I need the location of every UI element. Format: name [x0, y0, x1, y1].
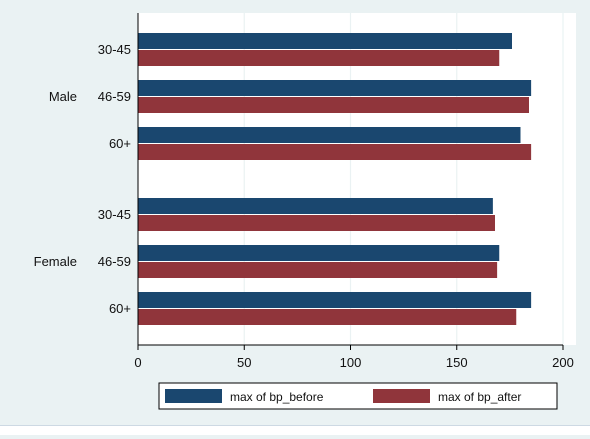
- bar-after: [138, 215, 495, 231]
- bar-after: [138, 97, 529, 113]
- bar-before: [138, 292, 532, 308]
- category-label: 30-45: [98, 42, 131, 57]
- legend-box: [158, 382, 558, 410]
- bar-after: [138, 50, 500, 66]
- bar-before: [138, 127, 521, 143]
- plot-area: [138, 13, 576, 345]
- x-tick-label: 200: [552, 355, 574, 370]
- legend-swatch: [373, 389, 430, 403]
- category-label: 46-59: [98, 89, 131, 104]
- legend-swatch: [165, 389, 222, 403]
- group-label: Male: [49, 89, 77, 104]
- x-tick-label: 50: [237, 355, 251, 370]
- x-tick-label: 0: [134, 355, 141, 370]
- category-label: 60+: [109, 136, 131, 151]
- x-tick-label: 100: [340, 355, 362, 370]
- bar-before: [138, 198, 493, 214]
- category-label: 46-59: [98, 254, 131, 269]
- bottom-strip: [0, 425, 590, 435]
- group-label: Female: [34, 254, 77, 269]
- bar-before: [138, 80, 532, 96]
- bar-after: [138, 144, 532, 160]
- x-tick-label: 150: [446, 355, 468, 370]
- category-label: 60+: [109, 301, 131, 316]
- bar-before: [138, 33, 512, 49]
- bar-after: [138, 309, 517, 325]
- category-label: 30-45: [98, 207, 131, 222]
- bar-after: [138, 262, 498, 278]
- legend-label: max of bp_after: [438, 390, 521, 404]
- bar-before: [138, 245, 500, 261]
- legend-label: max of bp_before: [230, 390, 324, 404]
